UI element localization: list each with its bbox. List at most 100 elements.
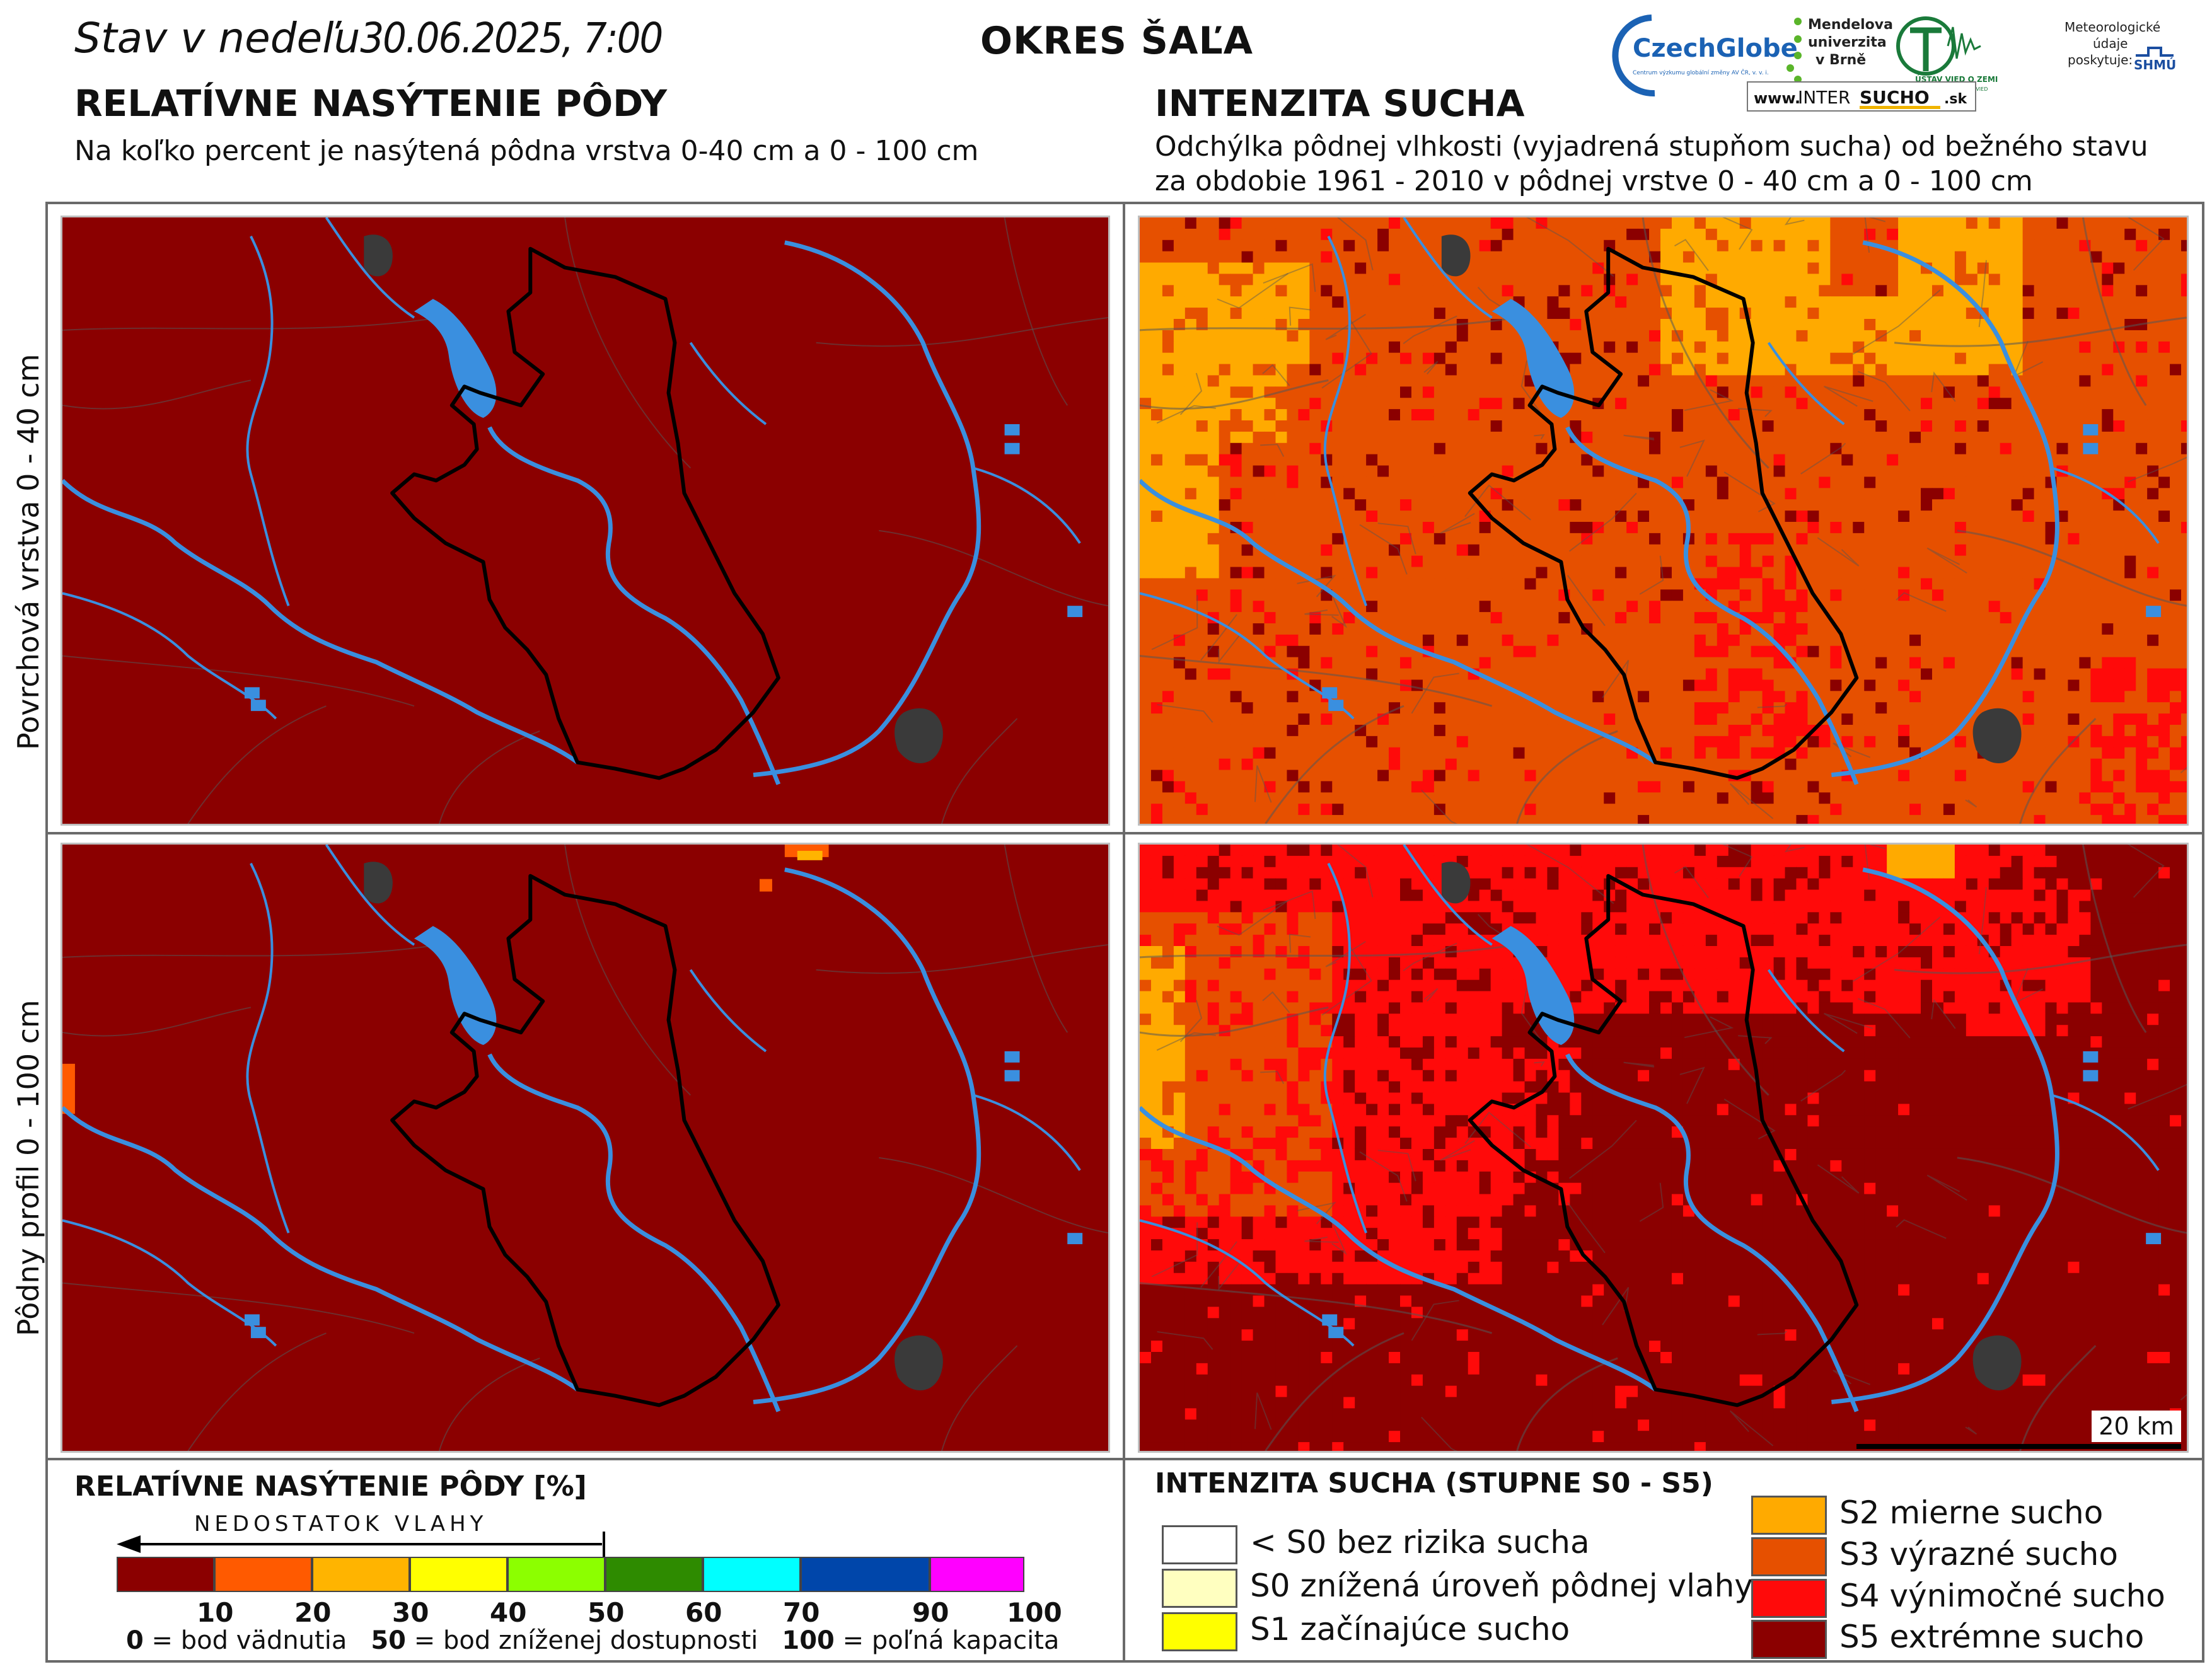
- drought-cell: [1773, 318, 1786, 331]
- drought-cell: [1671, 623, 1684, 635]
- drought-cell: [2158, 679, 2170, 691]
- drought-cell: [1909, 668, 1921, 680]
- drought-cell: [2113, 781, 2125, 793]
- drought-cell: [1184, 228, 1197, 241]
- drought-cell: [1502, 747, 1514, 759]
- drought-cell: [1773, 465, 1786, 477]
- drought-cell: [2158, 533, 2170, 545]
- drought-cell: [1785, 240, 1797, 252]
- drought-cell: [2102, 386, 2114, 398]
- drought-cell: [2068, 442, 2080, 455]
- drought-cell: [1864, 431, 1876, 444]
- drought-cell: [1909, 657, 1921, 669]
- drought-cell: [1773, 386, 1786, 398]
- drought-cell: [2079, 589, 2091, 601]
- drought-cell: [1604, 747, 1616, 759]
- drought-cell: [2181, 736, 2187, 748]
- drought-cell: [1433, 804, 1446, 816]
- drought-cell: [1287, 804, 1299, 816]
- drought-cell: [1377, 736, 1389, 748]
- drought-cell: [2045, 521, 2057, 534]
- drought-cell: [1445, 634, 1457, 647]
- drought-cell: [1366, 770, 1378, 782]
- drought-cell: [1943, 465, 1955, 477]
- drought-cell: [1287, 770, 1299, 782]
- drought-cell: [1751, 713, 1763, 725]
- drought-cell: [1875, 386, 1887, 398]
- drought-cell: [1264, 770, 1276, 782]
- drought-cell: [1275, 792, 1287, 804]
- drought-cell: [1150, 420, 1163, 432]
- drought-cell: [1830, 318, 1842, 331]
- drought-cell: [2068, 511, 2080, 522]
- drought-cell: [1615, 341, 1627, 354]
- drought-cell: [1241, 375, 1254, 387]
- drought-cell: [1411, 409, 1423, 421]
- drought-cell: [1196, 251, 1208, 263]
- drought-cell: [1751, 296, 1763, 308]
- drought-cell: [2011, 488, 2024, 500]
- drought-cell: [1445, 544, 1457, 557]
- drought-cell: [1773, 601, 1786, 613]
- drought-cell: [2124, 770, 2136, 782]
- drought-cell: [1638, 781, 1650, 793]
- drought-cell: [1671, 341, 1684, 354]
- drought-cell: [1592, 364, 1604, 376]
- drought-cell: [1819, 364, 1831, 376]
- drought-cell: [1773, 375, 1786, 387]
- drought-cell: [2090, 240, 2102, 252]
- drought-cell: [1332, 578, 1344, 590]
- drought-cell: [1988, 217, 2001, 229]
- drought-cell: [1230, 465, 1242, 477]
- drought-cell: [1241, 668, 1254, 680]
- drought-cell: [1184, 555, 1197, 568]
- drought-cell: [1660, 578, 1672, 590]
- drought-cell: [1739, 736, 1752, 748]
- drought-cell: [1626, 668, 1638, 680]
- drought-cell: [1660, 804, 1672, 816]
- drought-cell: [1490, 330, 1503, 342]
- drought-cell: [1717, 521, 1729, 534]
- drought-cell: [1807, 645, 1819, 658]
- drought-cell: [1717, 724, 1729, 737]
- drought-cell: [1671, 364, 1684, 376]
- drought-cell: [1422, 770, 1435, 782]
- drought-cell: [2068, 634, 2080, 647]
- drought-cell: [1479, 364, 1491, 376]
- drought-cell: [1638, 612, 1650, 624]
- drought-cell: [1830, 352, 1842, 365]
- drought-cell: [1785, 770, 1797, 782]
- drought-cell: [1196, 736, 1208, 748]
- drought-cell: [1592, 217, 1604, 229]
- drought-cell: [1309, 442, 1321, 455]
- drought-cell: [1717, 431, 1729, 444]
- drought-cell: [1785, 612, 1797, 624]
- drought-cell: [1649, 589, 1661, 601]
- drought-cell: [1762, 702, 1775, 714]
- drought-cell: [1841, 567, 1853, 579]
- drought-cell: [1468, 792, 1480, 804]
- drought-cell: [1853, 499, 1865, 511]
- drought-cell: [2158, 228, 2170, 241]
- drought-cell: [2102, 567, 2114, 579]
- drought-cell: [1445, 308, 1457, 320]
- drought-cell: [1887, 679, 1899, 691]
- drought-cell: [1796, 521, 1808, 534]
- drought-cell: [1207, 420, 1220, 432]
- drought-cell: [1931, 217, 1944, 229]
- drought-cell: [1682, 217, 1695, 229]
- drought-cell: [1728, 442, 1740, 455]
- drought-cell: [2045, 318, 2057, 331]
- drought-cell: [1196, 454, 1208, 466]
- drought-cell: [1400, 578, 1412, 590]
- drought-cell: [1196, 713, 1208, 725]
- drought-cell: [1502, 341, 1514, 354]
- drought-cell: [1513, 375, 1526, 387]
- drought-cell: [2113, 601, 2125, 613]
- drought-cell: [1558, 431, 1570, 444]
- drought-cell: [1966, 544, 1978, 557]
- drought-cell: [1275, 476, 1287, 488]
- drought-cell: [1773, 240, 1786, 252]
- drought-cell: [1570, 488, 1582, 500]
- drought-cell: [1819, 375, 1831, 387]
